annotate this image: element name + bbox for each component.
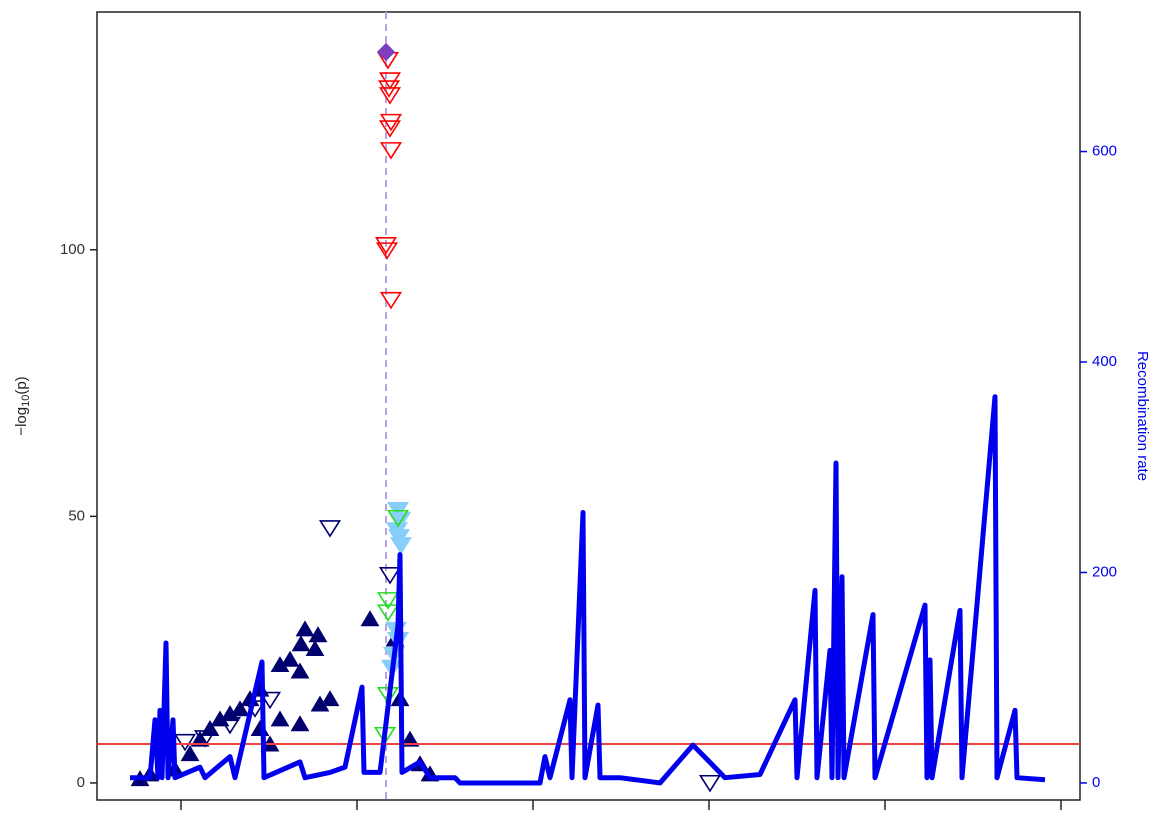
y2-tick-label: 200 (1092, 563, 1117, 580)
snp-point (376, 604, 400, 622)
snp-point (308, 626, 328, 643)
snp-point (230, 700, 250, 717)
snp-point (295, 620, 315, 637)
y2-tick-label: 400 (1092, 353, 1117, 370)
snp-point (376, 42, 396, 62)
snp-point (386, 509, 410, 528)
snp-point (270, 656, 290, 673)
snp-point (698, 774, 722, 793)
snp-point (374, 236, 398, 255)
snp-point (400, 730, 420, 747)
snp-point (389, 537, 413, 555)
snp-point (270, 710, 290, 727)
snp-point (379, 113, 403, 132)
plot-frame (96, 11, 1081, 801)
y2-tick-label: 0 (1092, 774, 1100, 791)
snp-point (305, 640, 325, 657)
snp-point (180, 745, 200, 762)
snp-point (360, 610, 380, 627)
y-tick-label: 0 (77, 774, 85, 791)
snp-point (378, 120, 402, 138)
y2-axis-label: Recombination rate (1134, 351, 1151, 481)
snp-point (193, 730, 217, 748)
snp-point (318, 520, 342, 538)
snp-point (173, 733, 197, 752)
y-tick-label: 100 (60, 241, 85, 258)
y-tick-label: 50 (68, 507, 85, 524)
snp-point (376, 592, 400, 610)
snp-point (218, 716, 242, 735)
y2-tick-label: 600 (1092, 143, 1117, 160)
snp-point (378, 567, 402, 585)
snp-point (291, 635, 311, 652)
snp-point (320, 690, 340, 707)
snp-point (375, 242, 399, 260)
snp-point (379, 142, 403, 160)
snp-point (378, 87, 402, 105)
y-axis-label: −log10(p) (13, 376, 32, 435)
snp-point (258, 691, 282, 710)
recombination-line (130, 394, 1046, 786)
snp-point (290, 715, 310, 732)
snp-point (280, 650, 300, 667)
snp-point (379, 291, 403, 310)
snp-point (290, 662, 310, 679)
